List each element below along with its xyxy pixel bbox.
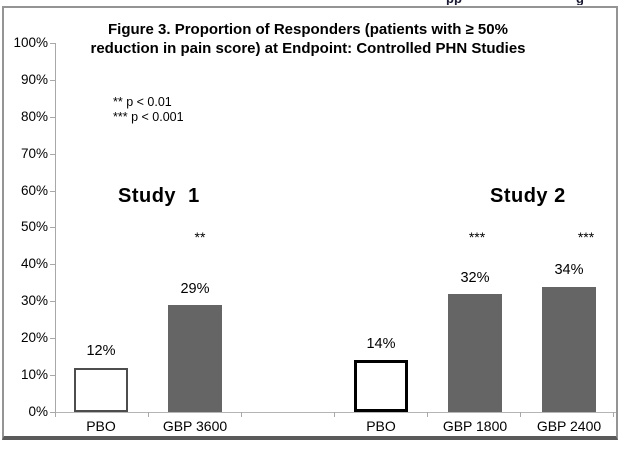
y-axis-label-60: 60% bbox=[20, 183, 48, 198]
chart-frame bbox=[2, 6, 618, 440]
x-tick bbox=[520, 412, 521, 417]
x-tick bbox=[613, 412, 614, 417]
chart-title: Figure 3. Proportion of Responders (pati… bbox=[88, 20, 528, 58]
y-axis-label-50: 50% bbox=[20, 219, 48, 234]
top-edge-text-fragment-left: pp bbox=[446, 0, 464, 5]
sig-stars-gbp3600: ** bbox=[194, 229, 206, 245]
x-tick bbox=[427, 412, 428, 417]
y-tick bbox=[50, 191, 55, 192]
sig-stars-gbp2400: *** bbox=[577, 229, 595, 245]
y-axis-label-0: 0% bbox=[28, 404, 48, 419]
x-axis bbox=[55, 412, 616, 413]
y-axis-label-100: 100% bbox=[13, 35, 48, 50]
bar-pbo-study2 bbox=[354, 360, 408, 412]
chart-title-line-2: reduction in pain score) at Endpoint: Co… bbox=[90, 40, 526, 57]
value-label-pbo-study2: 14% bbox=[366, 336, 396, 352]
y-tick bbox=[50, 43, 55, 44]
y-axis-label-20: 20% bbox=[20, 330, 48, 345]
y-axis-label-70: 70% bbox=[20, 146, 48, 161]
y-axis-label-80: 80% bbox=[20, 109, 48, 124]
x-axis-label-gbp3600: GBP 3600 bbox=[162, 418, 228, 434]
bar-gbp2400-study2 bbox=[542, 287, 596, 412]
x-axis-label-pbo-study1: PBO bbox=[86, 418, 116, 434]
y-tick bbox=[50, 227, 55, 228]
x-tick bbox=[55, 412, 56, 417]
value-label-gbp2400: 34% bbox=[554, 262, 584, 278]
x-tick bbox=[241, 412, 242, 417]
y-tick bbox=[50, 264, 55, 265]
bar-gbp1800-study2 bbox=[448, 294, 502, 412]
y-tick bbox=[50, 301, 55, 302]
x-tick bbox=[334, 412, 335, 417]
y-tick bbox=[50, 80, 55, 81]
pvalue-note-2: *** p < 0.001 bbox=[113, 110, 184, 124]
x-axis-label-gbp2400: GBP 2400 bbox=[536, 418, 602, 434]
top-edge-text-fragment-right: g bbox=[576, 0, 588, 5]
bar-pbo-study1 bbox=[74, 368, 128, 412]
y-axis-label-40: 40% bbox=[20, 256, 48, 271]
value-label-pbo-study1: 12% bbox=[86, 343, 116, 359]
pvalue-note-1: ** p < 0.01 bbox=[113, 95, 172, 109]
y-tick bbox=[50, 154, 55, 155]
y-tick bbox=[50, 117, 55, 118]
x-tick bbox=[148, 412, 149, 417]
y-tick bbox=[50, 412, 55, 413]
y-axis-label-30: 30% bbox=[20, 293, 48, 308]
study1-label: Study 1 bbox=[118, 185, 200, 207]
y-tick bbox=[50, 375, 55, 376]
y-tick bbox=[50, 338, 55, 339]
y-axis bbox=[55, 43, 56, 412]
value-label-gbp3600: 29% bbox=[180, 281, 210, 297]
y-axis-label-10: 10% bbox=[20, 367, 48, 382]
y-axis-label-90: 90% bbox=[20, 72, 48, 87]
sig-stars-gbp1800: *** bbox=[468, 229, 486, 245]
pvalue-legend: ** p < 0.01 *** p < 0.001 bbox=[113, 95, 184, 125]
value-label-gbp1800: 32% bbox=[460, 270, 490, 286]
x-axis-label-gbp1800: GBP 1800 bbox=[442, 418, 508, 434]
chart-title-line-1: Figure 3. Proportion of Responders (pati… bbox=[108, 21, 508, 38]
x-axis-label-pbo-study2: PBO bbox=[366, 418, 396, 434]
bar-gbp3600-study1 bbox=[168, 305, 222, 412]
study2-label: Study 2 bbox=[490, 185, 566, 207]
